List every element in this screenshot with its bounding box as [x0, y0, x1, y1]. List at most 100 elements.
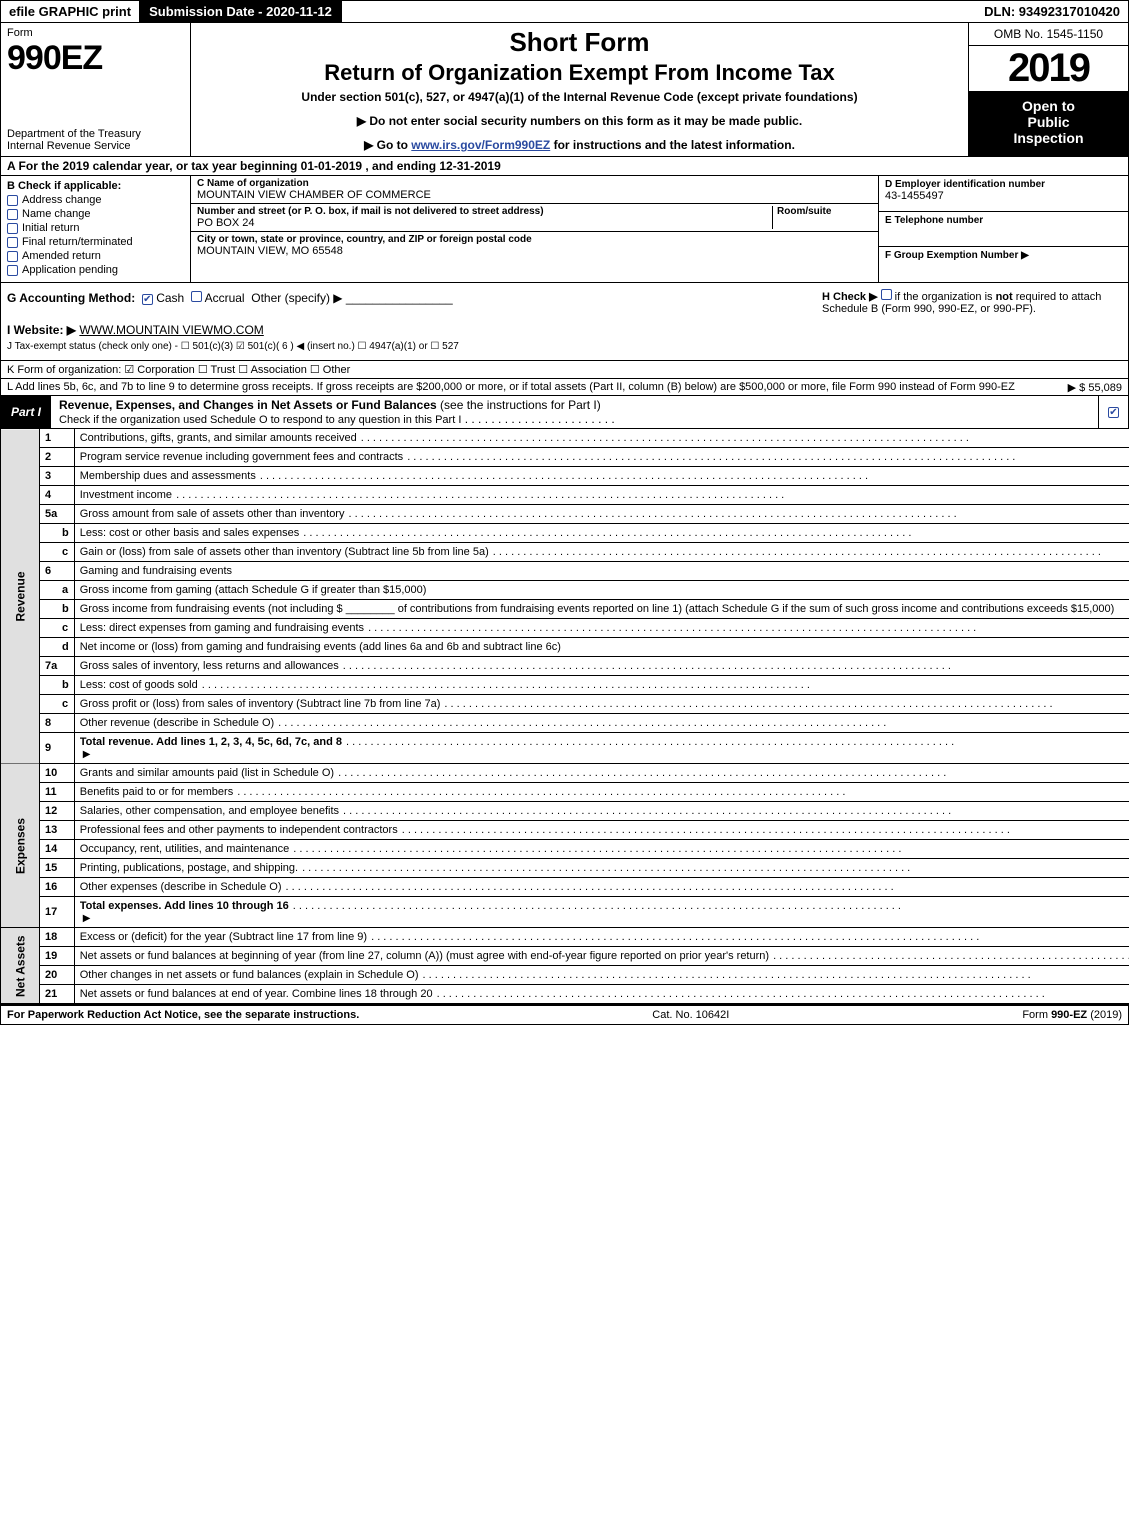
- footer-right: Form 990-EZ (2019): [1022, 1009, 1122, 1021]
- line-6a: a Gross income from gaming (attach Sched…: [1, 581, 1129, 600]
- chk-schedule-o[interactable]: [1108, 407, 1119, 418]
- part1-label: Part I: [1, 396, 51, 428]
- section-h: H Check ▶ if the organization is not req…: [822, 289, 1122, 354]
- desc: Investment income: [74, 486, 1129, 505]
- lnum: 8: [40, 714, 75, 733]
- desc: Total revenue. Add lines 1, 2, 3, 4, 5c,…: [74, 733, 1129, 764]
- cash-label: Cash: [156, 291, 184, 305]
- lnum: 17: [40, 897, 75, 928]
- ein-value: 43-1455497: [885, 190, 1122, 202]
- desc: Contributions, gifts, grants, and simila…: [74, 429, 1129, 448]
- chk-cash[interactable]: [142, 294, 153, 305]
- desc: Printing, publications, postage, and shi…: [74, 859, 1129, 878]
- chk-final-return[interactable]: Final return/terminated: [7, 236, 184, 248]
- line-17: 17 Total expenses. Add lines 10 through …: [1, 897, 1129, 928]
- desc: Gross sales of inventory, less returns a…: [74, 657, 1129, 676]
- efile-print-label[interactable]: efile GRAPHIC print: [1, 1, 139, 22]
- l-text: L Add lines 5b, 6c, and 7b to line 9 to …: [7, 381, 1015, 393]
- line-2: 2 Program service revenue including gove…: [1, 448, 1129, 467]
- section-b-header: B Check if applicable:: [7, 180, 184, 192]
- top-bar: efile GRAPHIC print Submission Date - 20…: [0, 0, 1129, 23]
- chk-address-change[interactable]: Address change: [7, 194, 184, 206]
- room-label: Room/suite: [777, 206, 872, 217]
- form-label: Form: [7, 27, 184, 39]
- city-label: City or town, state or province, country…: [197, 234, 872, 245]
- lines-table: Revenue 1 Contributions, gifts, grants, …: [0, 429, 1129, 1004]
- chk-schedule-b[interactable]: [881, 289, 892, 300]
- form-header: Form 990EZ Department of the Treasury In…: [0, 23, 1129, 157]
- line-6: 6 Gaming and fundraising events: [1, 562, 1129, 581]
- inspection-l2: Public: [973, 114, 1124, 130]
- gh-block: G Accounting Method: Cash Accrual Other …: [0, 283, 1129, 361]
- lnum: 18: [40, 928, 75, 947]
- line-6c: c Less: direct expenses from gaming and …: [1, 619, 1129, 638]
- desc: Other expenses (describe in Schedule O): [74, 878, 1129, 897]
- line-8: 8 Other revenue (describe in Schedule O)…: [1, 714, 1129, 733]
- lnum: c: [40, 619, 75, 638]
- part1-header: Part I Revenue, Expenses, and Changes in…: [0, 396, 1129, 429]
- omb-number: OMB No. 1545-1150: [969, 23, 1128, 46]
- header-center: Short Form Return of Organization Exempt…: [191, 23, 968, 156]
- part1-subtitle: (see the instructions for Part I): [437, 398, 601, 412]
- line-7c: c Gross profit or (loss) from sales of i…: [1, 695, 1129, 714]
- footer-right-form: 990-EZ: [1051, 1009, 1087, 1021]
- phone-row: E Telephone number: [879, 212, 1128, 248]
- directive-post: for instructions and the latest informat…: [550, 138, 795, 152]
- chk-application-pending[interactable]: Application pending: [7, 264, 184, 276]
- chk-initial-return[interactable]: Initial return: [7, 222, 184, 234]
- line-5b: b Less: cost or other basis and sales ex…: [1, 524, 1129, 543]
- arrow-icon: [80, 912, 94, 924]
- chk-amended[interactable]: Amended return: [7, 250, 184, 262]
- arrow-icon: [80, 748, 94, 760]
- desc: Net income or (loss) from gaming and fun…: [74, 638, 1129, 657]
- tax-year: 2019: [969, 46, 1128, 92]
- line-13: 13 Professional fees and other payments …: [1, 821, 1129, 840]
- line-21: 21 Net assets or fund balances at end of…: [1, 985, 1129, 1004]
- desc: Occupancy, rent, utilities, and maintena…: [74, 840, 1129, 859]
- org-name-row: C Name of organization MOUNTAIN VIEW CHA…: [191, 176, 878, 204]
- line-20: 20 Other changes in net assets or fund b…: [1, 966, 1129, 985]
- return-title: Return of Organization Exempt From Incom…: [201, 60, 958, 86]
- website-row: I Website: ▶ WWW.MOUNTAIN VIEWMO.COM: [7, 321, 802, 339]
- line-4: 4 Investment income 4 5: [1, 486, 1129, 505]
- desc: Benefits paid to or for members: [74, 783, 1129, 802]
- chk-name-change[interactable]: Name change: [7, 208, 184, 220]
- phone-label: E Telephone number: [885, 215, 1122, 226]
- line-6b: b Gross income from fundraising events (…: [1, 600, 1129, 619]
- accrual-label: Accrual: [205, 291, 245, 305]
- street-value: PO BOX 24: [197, 217, 772, 229]
- directive-pre: ▶ Go to: [364, 138, 411, 152]
- footer-center: Cat. No. 10642I: [652, 1009, 729, 1021]
- subtitle: Under section 501(c), 527, or 4947(a)(1)…: [201, 90, 958, 104]
- desc: Gain or (loss) from sale of assets other…: [74, 543, 1129, 562]
- group-exemption-row: F Group Exemption Number ▶: [879, 247, 1128, 282]
- revenue-side-label: Revenue: [1, 429, 40, 764]
- desc: Total expenses. Add lines 10 through 16: [74, 897, 1129, 928]
- lnum: 9: [40, 733, 75, 764]
- lnum: 5a: [40, 505, 75, 524]
- desc-6b-1: Gross income from fundraising events (no…: [80, 603, 343, 615]
- desc: Professional fees and other payments to …: [74, 821, 1129, 840]
- line-3: 3 Membership dues and assessments 3 13,1…: [1, 467, 1129, 486]
- h-not: not: [996, 291, 1013, 303]
- city-row: City or town, state or province, country…: [191, 232, 878, 260]
- desc: Less: cost of goods sold: [74, 676, 1129, 695]
- section-c: C Name of organization MOUNTAIN VIEW CHA…: [191, 176, 878, 282]
- netassets-side-label: Net Assets: [1, 928, 40, 1004]
- lnum: 19: [40, 947, 75, 966]
- footer-left: For Paperwork Reduction Act Notice, see …: [7, 1009, 359, 1021]
- website-value[interactable]: WWW.MOUNTAIN VIEWMO.COM: [79, 323, 263, 337]
- form-number: 990EZ: [7, 39, 184, 78]
- desc: Gross income from fundraising events (no…: [74, 600, 1129, 619]
- lnum: 10: [40, 764, 75, 783]
- other-label: Other (specify) ▶: [251, 291, 342, 305]
- org-name-value: MOUNTAIN VIEW CHAMBER OF COMMERCE: [197, 189, 872, 201]
- inspection-l3: Inspection: [973, 130, 1124, 146]
- lnum: b: [40, 524, 75, 543]
- chk-accrual[interactable]: [191, 291, 202, 302]
- irs-link[interactable]: www.irs.gov/Form990EZ: [411, 138, 550, 152]
- desc: Other revenue (describe in Schedule O): [74, 714, 1129, 733]
- checkbox-icon: [7, 223, 18, 234]
- dept-irs: Internal Revenue Service: [7, 140, 184, 152]
- l-amount: ▶ $ 55,089: [1068, 381, 1122, 394]
